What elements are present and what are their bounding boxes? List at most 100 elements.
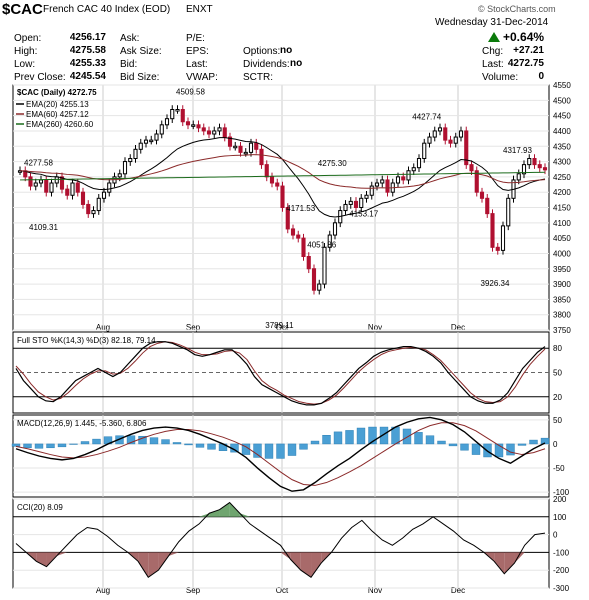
- macd-histogram-bar: [195, 443, 205, 448]
- cci-tick-label: 0: [553, 531, 558, 540]
- cci-overbought-fill: [229, 502, 240, 517]
- candle-body: [469, 164, 474, 172]
- candle-body: [348, 200, 353, 205]
- candle-body: [317, 283, 322, 291]
- volume-label: Volume:: [482, 72, 519, 83]
- macd-histogram-bar: [356, 427, 366, 445]
- macd-histogram-bar: [425, 435, 435, 445]
- x-tick-label: Nov: [368, 323, 382, 332]
- candle-body: [542, 167, 548, 171]
- x-tick-label: Oct: [276, 586, 289, 595]
- macd-signal-line: [15, 422, 546, 486]
- cci-oversold-fill: [300, 552, 312, 578]
- cci-oversold-fill: [514, 552, 525, 564]
- candle-body: [380, 179, 385, 184]
- macd-histogram-bar: [172, 442, 182, 445]
- candle-body: [280, 185, 285, 208]
- price-tick-label: 4550: [553, 81, 571, 90]
- candle-body: [33, 182, 38, 187]
- price-annotation: 4051.86: [307, 241, 336, 250]
- price-tick-label: 4200: [553, 188, 571, 197]
- exchange-label: ENXT: [186, 4, 213, 15]
- candle-body: [406, 170, 411, 181]
- candle-body: [44, 179, 49, 193]
- candle-body: [80, 191, 86, 205]
- candle-body: [395, 176, 401, 184]
- macd-histogram-bar: [161, 439, 170, 445]
- x-tick-label: Sep: [186, 323, 201, 332]
- macd-histogram-bar: [299, 443, 308, 450]
- ema60-line: [19, 154, 546, 189]
- candle-body: [353, 200, 359, 208]
- price-annotation: 4171.53: [286, 204, 315, 213]
- price-annotation: 3926.34: [481, 279, 510, 288]
- legend-entry: EMA(60) 4257.12: [26, 110, 89, 119]
- candle-body: [301, 237, 306, 257]
- options-value: no: [280, 45, 293, 56]
- macd-tick-label: 0: [553, 440, 558, 449]
- candle-body: [101, 191, 107, 199]
- dividends-value: no: [290, 58, 303, 69]
- macd-histogram-bar: [57, 443, 67, 448]
- candle-body: [259, 148, 264, 166]
- candle-body: [500, 225, 506, 251]
- macd-histogram-bar: [517, 443, 527, 446]
- ask-label: Ask:: [120, 33, 140, 44]
- candle-body: [296, 234, 301, 239]
- candle-body: [191, 124, 196, 127]
- candle-body: [306, 256, 311, 270]
- sctr-label: SCTR:: [243, 72, 273, 83]
- index-name: French CAC 40 Index (EOD): [43, 4, 171, 15]
- candle-body: [327, 234, 332, 248]
- open-value: 4256.17: [69, 32, 106, 43]
- cci-line: [15, 501, 546, 579]
- low-label: Low:: [14, 59, 36, 70]
- price-annotation: 4427.74: [412, 112, 441, 121]
- candle-body: [201, 127, 206, 132]
- macd-tick-label: -100: [553, 488, 570, 497]
- bid-size-label: Bid Size:: [120, 72, 160, 83]
- pe-label: P/E:: [186, 33, 205, 44]
- macd-histogram-bar: [437, 440, 446, 445]
- candle-body: [54, 176, 59, 184]
- macd-histogram-bar: [34, 443, 44, 449]
- prev-close-value: 4245.54: [69, 71, 106, 82]
- macd-histogram-bar: [149, 437, 159, 445]
- candle-body: [427, 136, 432, 144]
- macd-histogram-bar: [529, 439, 538, 445]
- candle-body: [464, 130, 469, 166]
- price-tick-label: 4400: [553, 127, 571, 136]
- macd-histogram-bar: [287, 443, 297, 456]
- macd-tick-label: -50: [553, 464, 565, 473]
- candle-body: [243, 151, 248, 155]
- macd-title: MACD(12,26,9) 1.445, -5.360, 6.806: [17, 419, 147, 428]
- macd-histogram-bar: [333, 431, 343, 445]
- macd-histogram-bar: [471, 443, 481, 455]
- candle-body: [385, 179, 390, 193]
- dividends-label: Dividends:: [243, 59, 290, 70]
- candle-body: [143, 139, 149, 144]
- macd-histogram-bar: [322, 435, 331, 445]
- candle-body: [170, 109, 175, 120]
- candle-body: [196, 124, 201, 129]
- volume-value: 0: [538, 71, 544, 82]
- price-tick-label: 3900: [553, 280, 571, 289]
- x-tick-label: Nov: [368, 586, 382, 595]
- price-tick-label: 3800: [553, 311, 571, 320]
- change-percent: +0.64%: [503, 30, 545, 44]
- candle-body: [254, 142, 259, 150]
- price-annotation: 4275.30: [318, 159, 347, 168]
- candle-body: [128, 158, 133, 163]
- macd-histogram-bar: [368, 426, 377, 445]
- last-label-mid: Last:: [186, 59, 208, 70]
- candle-body: [485, 197, 490, 215]
- macd-histogram-bar: [80, 441, 90, 445]
- candle-body: [432, 130, 437, 138]
- candle-body: [185, 121, 191, 126]
- macd-histogram-bar: [494, 443, 504, 458]
- candle-body: [164, 118, 170, 126]
- candle-body: [369, 185, 374, 196]
- candle-body: [490, 213, 495, 248]
- chg-value: +27.21: [513, 45, 544, 56]
